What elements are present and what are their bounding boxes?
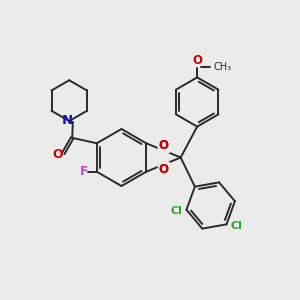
Text: F: F xyxy=(80,165,88,178)
Text: O: O xyxy=(159,139,169,152)
Text: Cl: Cl xyxy=(230,221,242,231)
Text: O: O xyxy=(159,163,169,176)
Text: O: O xyxy=(192,54,202,67)
Text: CH₃: CH₃ xyxy=(214,62,232,72)
Text: N: N xyxy=(61,114,72,127)
Text: O: O xyxy=(159,163,169,176)
Text: O: O xyxy=(159,139,169,152)
Text: Cl: Cl xyxy=(171,206,183,216)
Text: O: O xyxy=(159,139,169,152)
Text: O: O xyxy=(52,148,63,161)
Text: O: O xyxy=(159,163,169,176)
